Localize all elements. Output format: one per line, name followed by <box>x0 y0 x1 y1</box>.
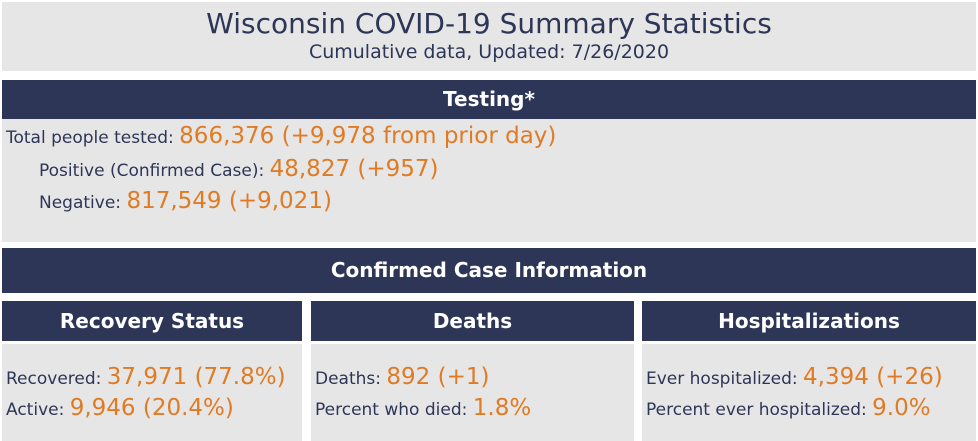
percent-died-value: 1.8% <box>472 395 532 421</box>
negative-value: 817,549 (+9,021) <box>126 188 332 214</box>
positive-label: Positive (Confirmed Case): <box>39 161 270 181</box>
page-title: Wisconsin COVID-19 Summary Statistics <box>206 7 772 40</box>
deaths-label: Deaths: <box>315 369 387 389</box>
active-row: Active: 9,946 (20.4%) <box>6 395 234 421</box>
negative-label: Negative: <box>39 193 127 213</box>
total-tested-row: Total people tested: 866,376 (+9,978 fro… <box>6 123 556 149</box>
hospitalizations-panel: Ever hospitalized: 4,394 (+26) Percent e… <box>642 344 976 441</box>
recovery-panel: Recovered: 37,971 (77.8%) Active: 9,946 … <box>2 344 302 441</box>
percent-hospitalized-value: 9.0% <box>872 395 931 421</box>
deaths-row: Deaths: 892 (+1) <box>315 364 489 390</box>
deaths-value: 892 (+1) <box>386 364 490 390</box>
positive-row: Positive (Confirmed Case): 48,827 (+957) <box>39 156 439 182</box>
deaths-header: Deaths <box>311 301 634 341</box>
page-subtitle: Cumulative data, Updated: 7/26/2020 <box>308 41 670 63</box>
percent-died-label: Percent who died: <box>315 400 473 420</box>
testing-panel: Total people tested: 866,376 (+9,978 fro… <box>2 119 976 242</box>
active-label: Active: <box>6 400 70 420</box>
percent-died-row: Percent who died: 1.8% <box>315 395 531 421</box>
recovered-row: Recovered: 37,971 (77.8%) <box>6 364 286 390</box>
header-panel: Wisconsin COVID-19 Summary Statistics Cu… <box>2 2 976 71</box>
positive-value: 48,827 (+957) <box>269 156 439 182</box>
negative-row: Negative: 817,549 (+9,021) <box>39 188 332 214</box>
active-value: 9,946 (20.4%) <box>69 395 234 421</box>
total-tested-label: Total people tested: <box>6 128 180 148</box>
total-tested-value: 866,376 (+9,978 from prior day) <box>179 123 557 149</box>
ever-hospitalized-label: Ever hospitalized: <box>646 369 804 389</box>
hospitalizations-header: Hospitalizations <box>642 301 976 341</box>
percent-hospitalized-row: Percent ever hospitalized: 9.0% <box>646 395 931 421</box>
deaths-panel: Deaths: 892 (+1) Percent who died: 1.8% <box>311 344 634 441</box>
testing-header: Testing* <box>2 80 976 119</box>
percent-hospitalized-label: Percent ever hospitalized: <box>646 400 873 420</box>
confirmed-header: Confirmed Case Information <box>2 248 976 293</box>
ever-hospitalized-row: Ever hospitalized: 4,394 (+26) <box>646 364 943 390</box>
recovered-value: 37,971 (77.8%) <box>106 364 286 390</box>
recovered-label: Recovered: <box>6 369 107 389</box>
ever-hospitalized-value: 4,394 (+26) <box>803 364 943 390</box>
recovery-header: Recovery Status <box>2 301 302 341</box>
